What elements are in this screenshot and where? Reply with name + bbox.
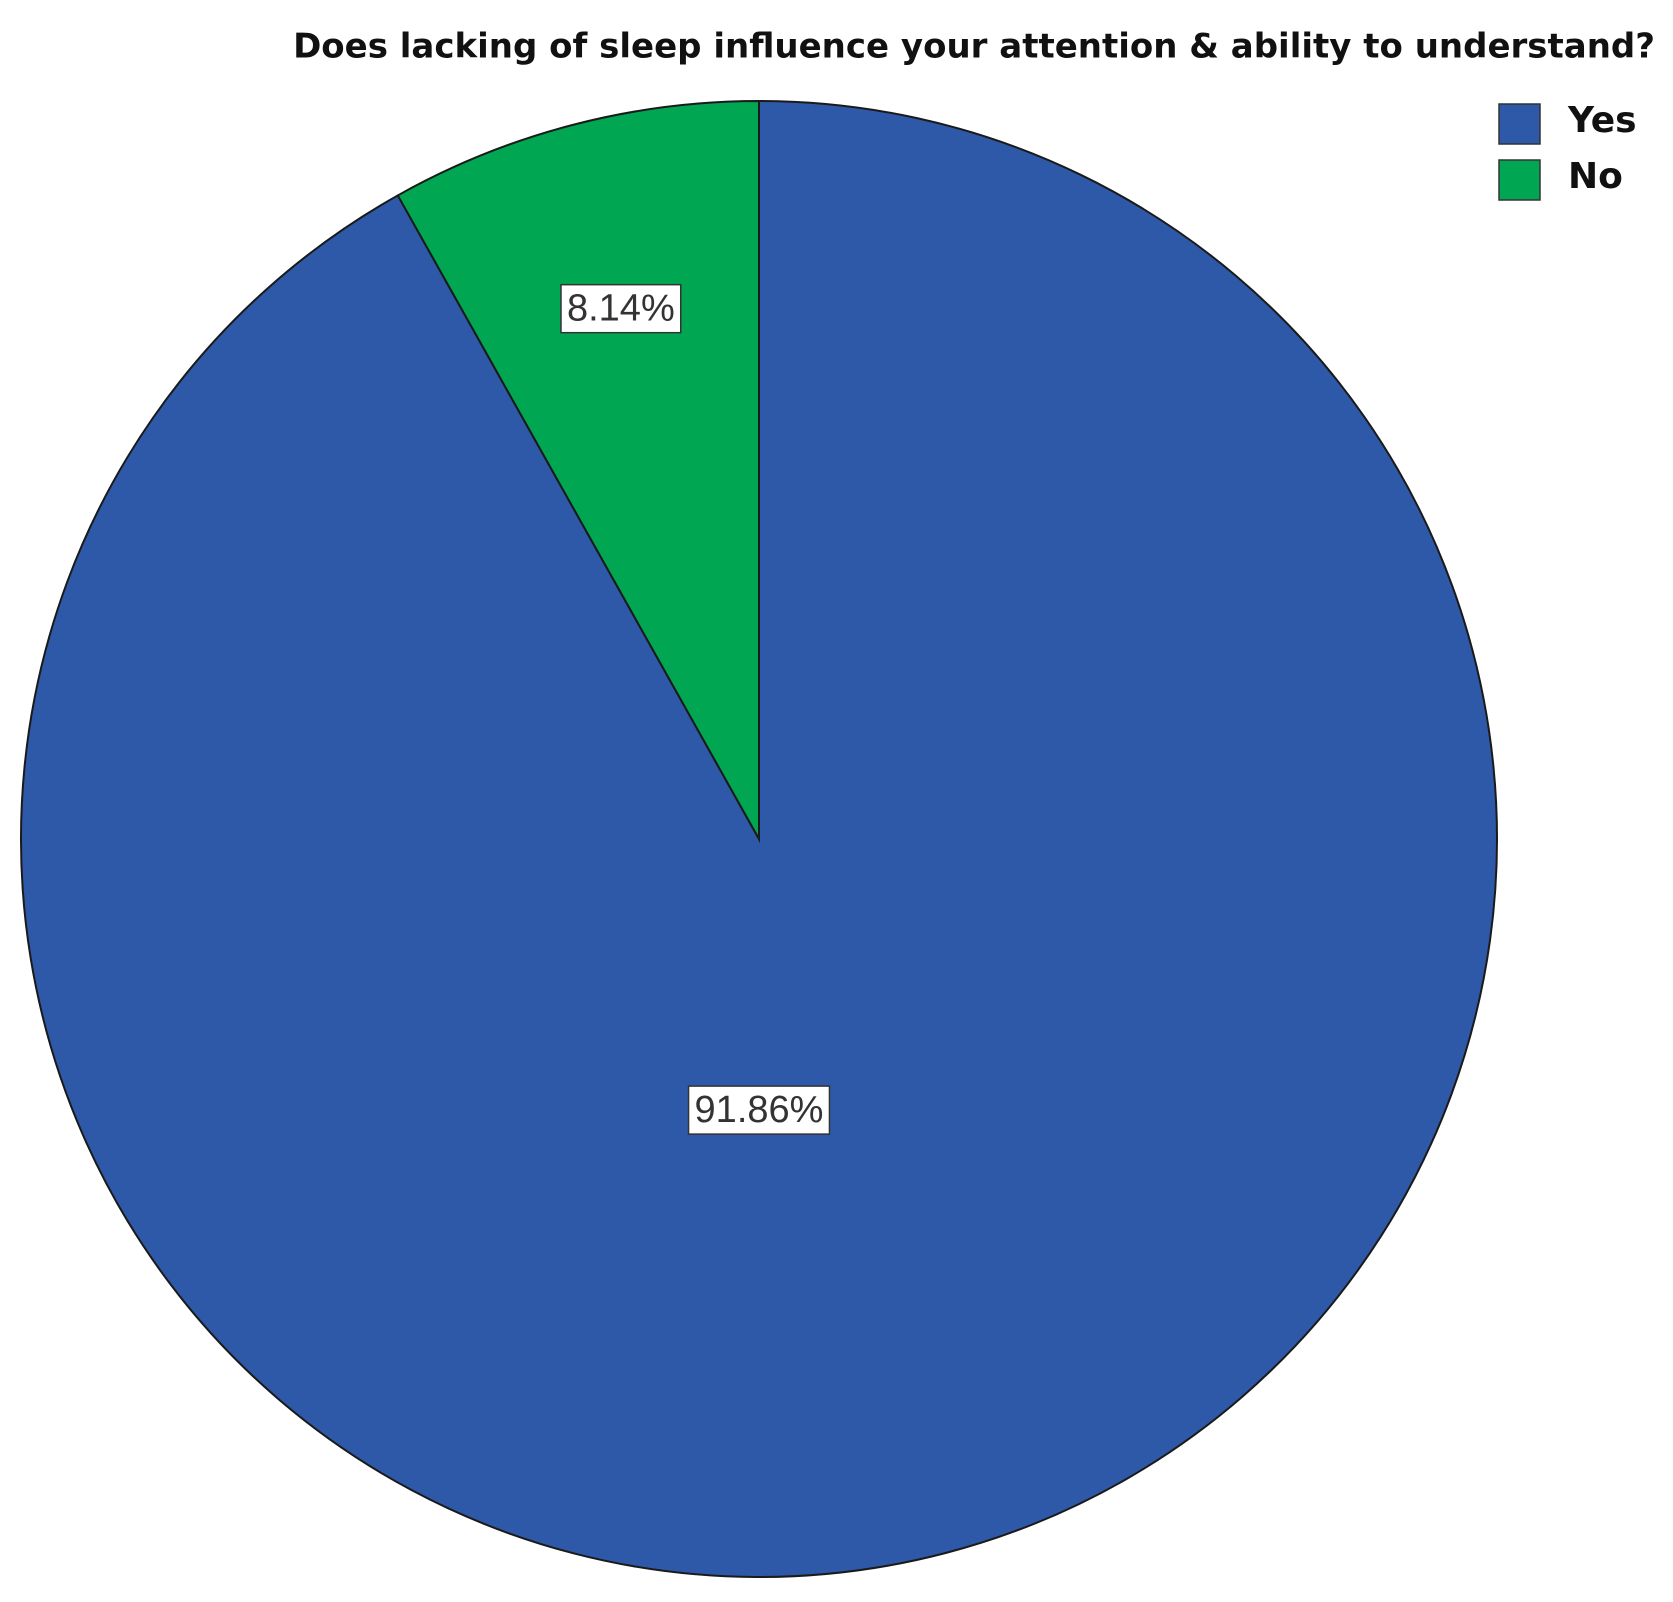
legend-text: Yes [1567,100,1637,141]
value-label-group: 91.86% [687,1085,831,1135]
value-label: 91.86% [695,1089,824,1131]
value-label-box [687,1085,831,1135]
legend-swatch [1498,103,1541,145]
legend-text: No [1568,156,1623,197]
value-label-box [560,283,682,334]
chart-title: Does lacking of sleep influence your att… [293,27,1655,67]
value-label: 8.14% [567,288,675,330]
legend-swatch [1498,159,1541,201]
value-label-group: 8.14% [560,283,682,334]
